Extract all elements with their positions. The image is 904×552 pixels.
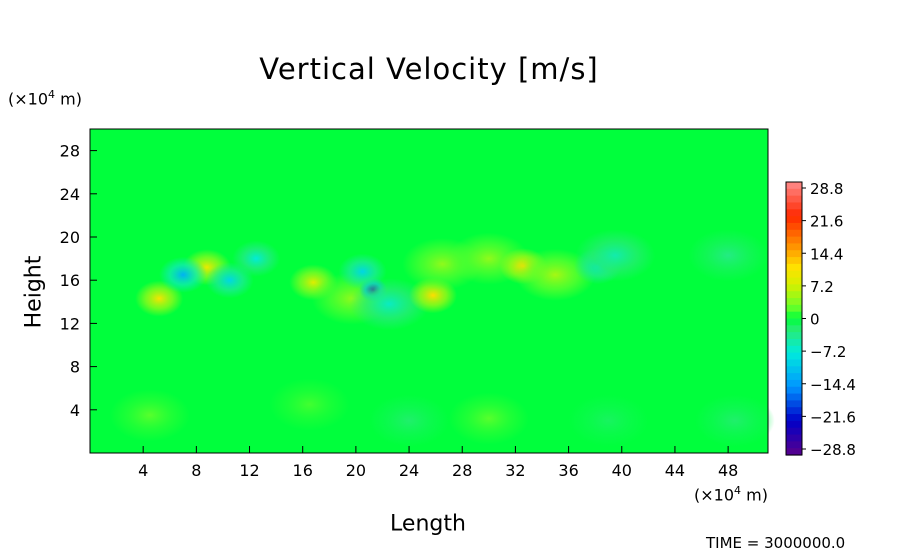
colorbar-swatch bbox=[786, 284, 802, 292]
colorbar-label: 7.2 bbox=[810, 278, 834, 296]
x-tick-label: 40 bbox=[612, 461, 632, 480]
colorbar-swatch bbox=[786, 325, 802, 333]
heatmap-feature bbox=[568, 394, 649, 447]
colorbar-swatch bbox=[786, 338, 802, 347]
colorbar-swatch bbox=[786, 373, 802, 381]
colorbar-swatch bbox=[786, 257, 802, 265]
colorbar-swatch bbox=[786, 448, 802, 456]
heatmap-feature bbox=[159, 256, 208, 293]
colorbar-swatch bbox=[786, 352, 802, 361]
x-tick-label: 16 bbox=[293, 461, 313, 480]
colorbar-swatch bbox=[786, 345, 802, 354]
colorbar-swatch bbox=[786, 393, 802, 401]
colorbar-swatch bbox=[786, 298, 802, 306]
colorbar-swatch bbox=[786, 386, 802, 395]
colorbar-label: 14.4 bbox=[810, 245, 843, 263]
colorbar-swatch bbox=[786, 441, 802, 449]
colorbar-swatch bbox=[786, 216, 802, 224]
colorbar-swatch bbox=[786, 400, 802, 408]
x-tick-label: 28 bbox=[452, 461, 472, 480]
colorbar-swatch bbox=[786, 250, 802, 258]
x-tick-label: 12 bbox=[239, 461, 259, 480]
y-tick-label: 8 bbox=[70, 358, 80, 377]
y-tick-label: 28 bbox=[60, 142, 80, 161]
y-axis: 4 8 12 16 20 24 28 bbox=[60, 142, 97, 420]
heatmap-field bbox=[90, 129, 775, 453]
y-tick-label: 24 bbox=[60, 185, 80, 204]
colorbar-swatch bbox=[786, 366, 802, 374]
colorbar-swatch bbox=[786, 222, 802, 231]
y-axis-unit: (×104 m) bbox=[8, 88, 82, 109]
heatmap-feature bbox=[232, 240, 281, 277]
x-tick-label: 8 bbox=[191, 461, 201, 480]
x-tick-label: 24 bbox=[399, 461, 419, 480]
colorbar-label: 28.8 bbox=[810, 180, 843, 198]
y-tick-label: 12 bbox=[60, 314, 80, 333]
colorbar: 28.8 21.6 14.4 7.2 0 −7.2 −14.4 −21.6 −28.8 bbox=[785, 180, 856, 459]
colorbar-label: −14.4 bbox=[810, 376, 856, 394]
colorbar-label: 21.6 bbox=[810, 213, 843, 231]
heatmap-feature bbox=[369, 394, 450, 447]
colorbar-swatch bbox=[786, 304, 802, 313]
y-tick-label: 16 bbox=[60, 271, 80, 290]
x-tick-label: 44 bbox=[665, 461, 685, 480]
colorbar-swatch bbox=[786, 434, 802, 442]
colorbar-label: −21.6 bbox=[810, 408, 856, 426]
heatmap-feature bbox=[269, 378, 350, 431]
colorbar-swatch bbox=[786, 427, 802, 436]
colorbar-swatch bbox=[786, 209, 802, 217]
chart-title: Vertical Velocity [m/s] bbox=[259, 52, 599, 86]
colorbar-label: −28.8 bbox=[810, 441, 856, 459]
colorbar-swatch bbox=[786, 420, 802, 429]
colorbar-swatch bbox=[786, 263, 802, 272]
heatmap-feature bbox=[575, 229, 656, 282]
x-tick-label: 32 bbox=[505, 461, 525, 480]
plot-frame bbox=[89, 128, 769, 454]
colorbar-swatch bbox=[786, 229, 802, 238]
colorbar-swatch bbox=[786, 311, 802, 320]
colorbar-swatch bbox=[786, 291, 802, 299]
colorbar-swatch bbox=[786, 236, 802, 245]
x-axis: 4 8 12 16 20 24 28 32 36 40 44 48 bbox=[138, 446, 738, 480]
x-axis-title: Length bbox=[390, 511, 466, 537]
colorbar-swatch bbox=[786, 277, 802, 285]
colorbar-swatch bbox=[786, 182, 802, 190]
colorbar-swatch bbox=[786, 270, 802, 279]
colorbar-swatch bbox=[786, 202, 802, 210]
heatmap-feature bbox=[694, 394, 775, 447]
colorbar-swatch bbox=[786, 379, 802, 388]
colorbar-swatch bbox=[786, 414, 802, 422]
x-tick-label: 20 bbox=[346, 461, 366, 480]
heatmap-feature bbox=[688, 229, 769, 282]
colorbar-swatch bbox=[786, 195, 802, 204]
heatmap-feature bbox=[349, 277, 430, 330]
y-tick-label: 4 bbox=[70, 401, 80, 420]
x-tick-label: 36 bbox=[558, 461, 578, 480]
colorbar-swatch bbox=[786, 332, 802, 340]
x-axis-unit: (×104 m) bbox=[694, 484, 768, 505]
colorbar-swatch bbox=[786, 318, 802, 326]
heatmap-feature bbox=[109, 389, 190, 442]
colorbar-label: −7.2 bbox=[810, 343, 846, 361]
y-tick-label: 20 bbox=[60, 228, 80, 247]
colorbar-swatch bbox=[786, 407, 802, 415]
colorbar-swatch bbox=[786, 359, 802, 367]
x-tick-label: 4 bbox=[138, 461, 148, 480]
x-tick-label: 48 bbox=[718, 461, 738, 480]
colorbar-swatch bbox=[786, 243, 802, 251]
colorbar-swatch bbox=[786, 188, 802, 197]
colorbar-label: 0 bbox=[810, 311, 820, 329]
heatmap-feature bbox=[448, 392, 529, 445]
